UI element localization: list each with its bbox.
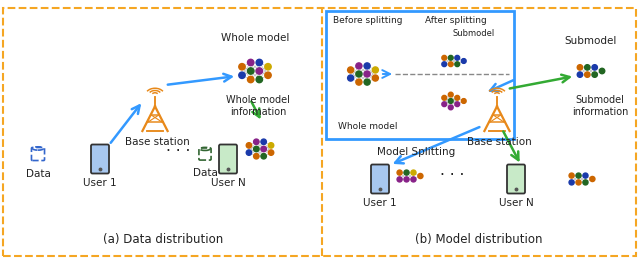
FancyBboxPatch shape	[219, 145, 237, 174]
Text: · · ·: · · ·	[440, 169, 464, 183]
Text: User N: User N	[211, 178, 245, 188]
Circle shape	[348, 67, 354, 73]
Circle shape	[584, 65, 590, 70]
Circle shape	[583, 180, 588, 185]
Text: Whole model: Whole model	[339, 122, 397, 131]
Text: Whole model: Whole model	[221, 33, 289, 43]
FancyBboxPatch shape	[91, 145, 109, 174]
Circle shape	[442, 102, 447, 107]
Text: Submodel
information: Submodel information	[572, 95, 628, 117]
Circle shape	[449, 62, 453, 67]
Circle shape	[261, 139, 266, 145]
Circle shape	[461, 99, 466, 103]
Text: Model Splitting: Model Splitting	[377, 147, 455, 157]
Circle shape	[248, 68, 254, 74]
Text: Submodel: Submodel	[453, 29, 495, 38]
Circle shape	[248, 76, 254, 83]
Circle shape	[256, 68, 262, 74]
Text: Before splitting: Before splitting	[333, 16, 403, 25]
Circle shape	[397, 170, 402, 175]
FancyBboxPatch shape	[371, 164, 389, 193]
Circle shape	[577, 65, 582, 70]
Circle shape	[265, 72, 271, 78]
Circle shape	[265, 63, 271, 70]
Circle shape	[455, 55, 460, 60]
Circle shape	[418, 174, 423, 178]
Circle shape	[583, 173, 588, 178]
Circle shape	[599, 68, 605, 74]
Circle shape	[442, 95, 447, 100]
Text: Data: Data	[26, 169, 51, 179]
Circle shape	[348, 75, 354, 81]
Text: User N: User N	[499, 198, 533, 208]
Circle shape	[461, 59, 466, 63]
Circle shape	[592, 65, 597, 70]
Circle shape	[577, 72, 582, 77]
Circle shape	[584, 72, 590, 77]
Circle shape	[268, 150, 274, 155]
Circle shape	[364, 79, 370, 85]
Circle shape	[449, 92, 453, 97]
Circle shape	[356, 71, 362, 77]
Circle shape	[411, 170, 416, 175]
Circle shape	[268, 143, 274, 148]
Text: Submodel: Submodel	[565, 36, 617, 46]
Circle shape	[569, 173, 574, 178]
Circle shape	[253, 139, 259, 145]
Text: · · ·: · · ·	[166, 143, 190, 159]
Circle shape	[404, 177, 409, 182]
Circle shape	[356, 63, 362, 69]
Circle shape	[442, 55, 447, 60]
FancyBboxPatch shape	[507, 164, 525, 193]
Circle shape	[404, 170, 409, 175]
Text: Whole model
information: Whole model information	[226, 95, 290, 117]
Circle shape	[246, 150, 252, 155]
Circle shape	[590, 176, 595, 182]
Circle shape	[248, 59, 254, 66]
Circle shape	[364, 71, 370, 77]
Circle shape	[246, 143, 252, 148]
Text: User 1: User 1	[363, 198, 397, 208]
Circle shape	[356, 79, 362, 85]
Circle shape	[592, 72, 597, 77]
Bar	[326, 11, 514, 139]
Circle shape	[411, 177, 416, 182]
Text: User 1: User 1	[83, 178, 117, 188]
Circle shape	[576, 180, 581, 185]
Circle shape	[455, 62, 460, 67]
Circle shape	[253, 146, 259, 152]
Circle shape	[442, 62, 447, 67]
Circle shape	[256, 76, 262, 83]
Circle shape	[455, 95, 460, 100]
Circle shape	[397, 177, 402, 182]
Circle shape	[261, 146, 266, 152]
Circle shape	[372, 75, 378, 81]
Circle shape	[449, 99, 453, 103]
Circle shape	[449, 55, 453, 60]
Circle shape	[239, 72, 245, 78]
Text: (a) Data distribution: (a) Data distribution	[103, 233, 223, 246]
Text: (b) Model distribution: (b) Model distribution	[415, 233, 543, 246]
Circle shape	[569, 180, 574, 185]
Text: Data: Data	[193, 168, 218, 178]
Text: Base station: Base station	[467, 137, 531, 147]
Circle shape	[261, 154, 266, 159]
Circle shape	[256, 59, 262, 66]
Text: After splitting: After splitting	[425, 16, 487, 25]
Circle shape	[449, 105, 453, 110]
Circle shape	[253, 154, 259, 159]
Circle shape	[239, 63, 245, 70]
Circle shape	[372, 67, 378, 73]
Text: Base station: Base station	[125, 137, 189, 147]
Circle shape	[576, 173, 581, 178]
Circle shape	[455, 102, 460, 107]
Circle shape	[364, 63, 370, 69]
